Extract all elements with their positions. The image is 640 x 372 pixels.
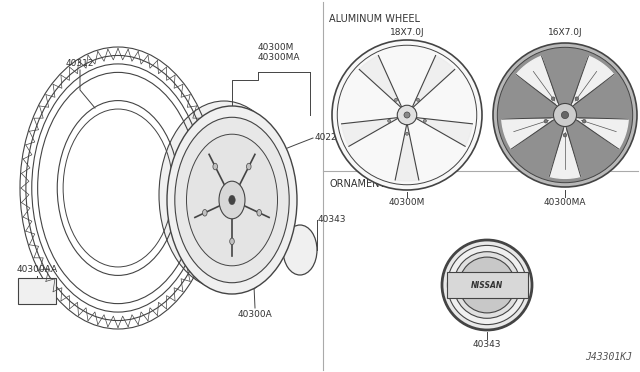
Ellipse shape [219, 181, 245, 219]
Polygon shape [359, 55, 401, 108]
Polygon shape [571, 56, 614, 106]
Polygon shape [502, 118, 554, 149]
Ellipse shape [497, 47, 633, 183]
Bar [18, 278, 56, 304]
Ellipse shape [394, 98, 397, 101]
Ellipse shape [169, 115, 279, 275]
Ellipse shape [582, 119, 586, 123]
Text: 40300A: 40300A [237, 310, 273, 319]
Ellipse shape [406, 132, 408, 135]
Polygon shape [575, 118, 628, 149]
Text: J43301KJ: J43301KJ [585, 352, 632, 362]
Polygon shape [342, 118, 398, 146]
Text: 40224: 40224 [315, 134, 343, 142]
Ellipse shape [459, 257, 515, 313]
Ellipse shape [230, 238, 234, 245]
Text: 40343: 40343 [318, 215, 346, 224]
Ellipse shape [244, 267, 260, 289]
Ellipse shape [388, 119, 390, 122]
Ellipse shape [554, 103, 577, 126]
Ellipse shape [186, 134, 278, 266]
Text: ALUMINUM WHEEL: ALUMINUM WHEEL [329, 14, 420, 24]
Ellipse shape [246, 163, 251, 170]
Text: 40312: 40312 [66, 59, 94, 68]
Text: ORNAMENT: ORNAMENT [329, 179, 385, 189]
Ellipse shape [563, 133, 567, 137]
Text: NISSAN: NISSAN [471, 280, 503, 289]
Ellipse shape [561, 111, 568, 119]
Polygon shape [416, 118, 472, 146]
Ellipse shape [332, 40, 482, 190]
Ellipse shape [213, 163, 218, 170]
Text: 40300MA: 40300MA [258, 53, 301, 62]
Ellipse shape [283, 225, 317, 275]
Ellipse shape [447, 246, 527, 325]
Text: 18X7.0J: 18X7.0J [390, 28, 424, 37]
Text: 40300AA: 40300AA [17, 265, 58, 274]
Ellipse shape [551, 97, 555, 100]
Text: 40300M: 40300M [258, 43, 294, 52]
Ellipse shape [228, 195, 236, 205]
Ellipse shape [417, 98, 420, 101]
Ellipse shape [544, 119, 548, 123]
Polygon shape [516, 56, 559, 106]
Ellipse shape [423, 119, 426, 122]
FancyBboxPatch shape [447, 272, 527, 298]
Ellipse shape [257, 209, 262, 216]
Ellipse shape [404, 112, 410, 118]
Ellipse shape [575, 97, 579, 100]
Text: 40300MA: 40300MA [544, 198, 586, 207]
Polygon shape [395, 125, 419, 181]
Polygon shape [412, 55, 455, 108]
Ellipse shape [159, 101, 289, 289]
Ellipse shape [442, 240, 532, 330]
Ellipse shape [175, 117, 289, 283]
Text: 16X7.0J: 16X7.0J [548, 28, 582, 37]
Text: 40300M: 40300M [389, 198, 425, 207]
Ellipse shape [493, 43, 637, 187]
Ellipse shape [202, 209, 207, 216]
Ellipse shape [167, 106, 297, 294]
Text: 40343: 40343 [473, 340, 501, 349]
Ellipse shape [397, 105, 417, 125]
Polygon shape [549, 126, 580, 178]
Ellipse shape [454, 252, 520, 318]
